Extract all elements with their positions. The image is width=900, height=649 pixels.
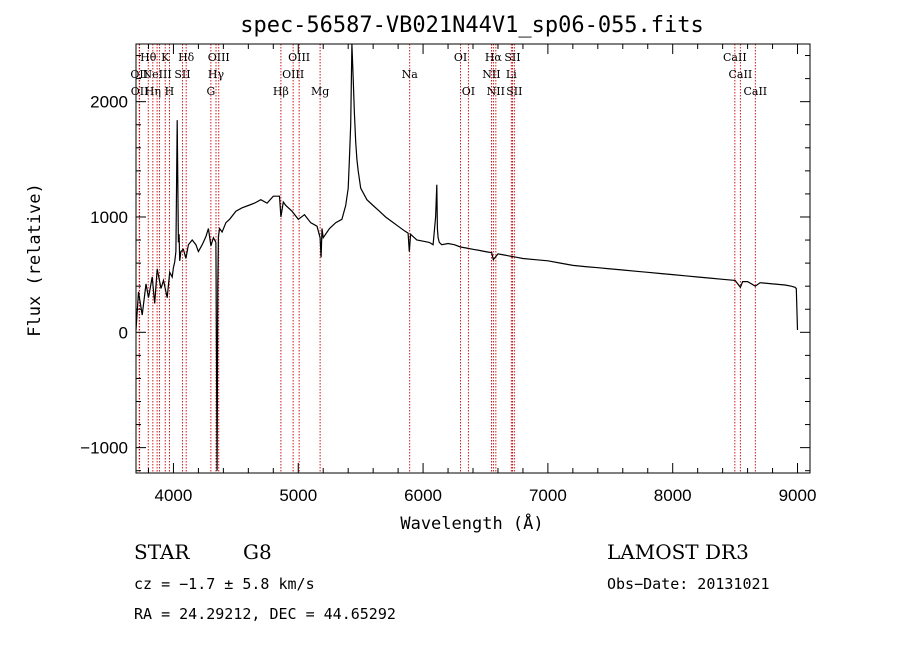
line-label: H	[165, 85, 175, 98]
y-tick-label: 1000	[90, 208, 128, 227]
chart-title: spec-56587-VB021N44V1_sp06-055.fits	[240, 13, 704, 38]
x-axis-ticks: 4000 5000 6000 7000 8000 9000	[147, 44, 817, 505]
line-label: Hβ	[273, 85, 289, 98]
line-label: SII	[506, 85, 522, 98]
plot-frame	[135, 43, 811, 474]
line-label: CaII	[723, 51, 747, 64]
line-label: Hθ	[140, 51, 157, 64]
line-label: NII	[482, 68, 500, 81]
line-label: OI	[454, 51, 467, 64]
line-label: Na	[402, 68, 419, 81]
line-label: CaII	[743, 85, 767, 98]
line-label: SII	[504, 51, 520, 64]
line-label: OIII	[208, 51, 230, 64]
spectral-line-labels: OII OII Hθ Hη NeIII K H SII Hδ G Hγ OIII Hβ OIII OIII M…	[130, 51, 767, 98]
line-label: K	[161, 51, 170, 64]
x-tick-label: 7000	[529, 486, 567, 505]
coordinates: RA = 24.29212, DEC = 44.65292	[134, 605, 396, 623]
line-label: NII	[487, 85, 505, 98]
line-label: CaII	[729, 68, 753, 81]
y-tick-label: 0	[119, 323, 128, 342]
obs-date: Obs−Date: 20131021	[607, 575, 770, 593]
line-label: Mg	[311, 85, 329, 98]
line-label: G	[206, 85, 215, 98]
line-label: Hγ	[208, 68, 225, 81]
spectral-line-markers	[138, 44, 756, 473]
x-tick-label: 4000	[155, 486, 193, 505]
x-tick-label: 9000	[779, 486, 817, 505]
object-subclass: G8	[243, 540, 272, 564]
line-label: NeIII	[143, 68, 172, 81]
x-tick-label: 8000	[654, 486, 692, 505]
line-label: OII	[130, 68, 148, 81]
y-axis-ticks: −1000 0 1000 2000	[80, 55, 810, 472]
y-tick-label: 2000	[90, 93, 128, 112]
line-label: OIII	[288, 51, 310, 64]
survey-name: LAMOST DR3	[607, 540, 749, 564]
y-tick-label: −1000	[80, 439, 128, 458]
line-label: Hη	[145, 85, 161, 98]
x-axis-label: Wavelength (Å)	[400, 512, 543, 534]
line-label: SII	[174, 68, 190, 81]
object-class: STAR	[134, 540, 190, 564]
x-tick-label: 5000	[279, 486, 317, 505]
spectrum-line	[135, 43, 799, 471]
line-label: Li	[506, 68, 517, 81]
x-tick-label: 6000	[404, 486, 442, 505]
line-label: Hδ	[178, 51, 195, 64]
redshift-cz: cz = −1.7 ± 5.8 km/s	[134, 575, 315, 593]
y-axis-label: Flux (relative)	[25, 183, 45, 337]
line-label: Hα	[485, 51, 503, 64]
line-label: OI	[462, 85, 475, 98]
line-label: OII	[131, 85, 149, 98]
line-label: OIII	[282, 68, 304, 81]
